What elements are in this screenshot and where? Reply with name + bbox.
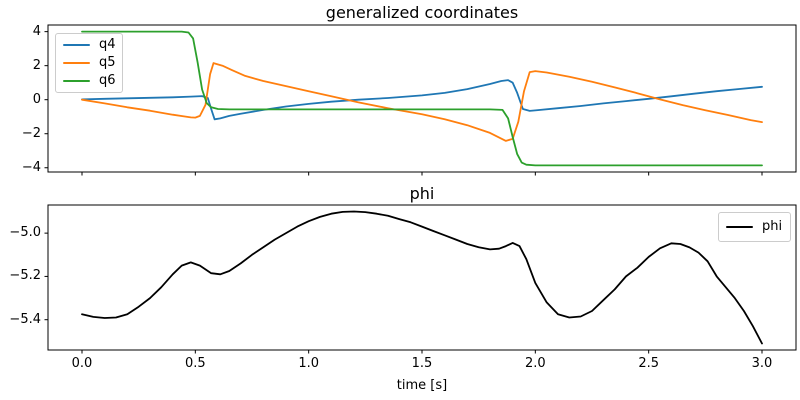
x-tick-label: 0.5: [184, 356, 206, 371]
series-line-phi: [81, 210, 763, 345]
x-tick-label: 2.5: [638, 356, 659, 371]
y-tick-label: −5.0: [9, 225, 41, 241]
x-tick-label: 1.5: [411, 356, 433, 371]
legend-entry-q4: q4: [63, 37, 116, 53]
bottom-chart-title: phi: [409, 184, 435, 203]
y-tick-label: 0: [32, 91, 41, 107]
y-tick-label: −5.4: [9, 311, 41, 327]
y-tick-label: −4: [21, 159, 41, 175]
x-tick-label: 0.0: [71, 356, 93, 371]
legend-label-q4: q4: [99, 37, 116, 52]
y-tick-label: 2: [32, 57, 41, 73]
legend-entry-q6: q6: [63, 73, 116, 89]
legend-line-sample-q4: [63, 44, 90, 46]
y-tick-label: −5.2: [9, 268, 41, 284]
x-tick-label: 3.0: [751, 356, 773, 371]
x-axis-label: time [s]: [396, 378, 448, 393]
series-line-q5: [81, 62, 763, 142]
legend-label-phi: phi: [762, 219, 783, 234]
legend-line-sample-q5: [63, 62, 90, 64]
x-tick-label: 1.0: [298, 356, 319, 371]
legend-label-q6: q6: [99, 73, 116, 88]
axes-spines: [47, 24, 797, 173]
top-chart-title: generalized coordinates: [325, 3, 519, 22]
x-tick-label: 2.0: [524, 356, 546, 371]
y-tick-label: −2: [21, 125, 41, 141]
legend-line-sample-q6: [63, 80, 90, 82]
legend-entry-phi: phi: [726, 219, 784, 235]
y-tick-label: 4: [32, 23, 41, 39]
series-line-q6: [81, 30, 763, 167]
legend-line-sample-phi: [726, 226, 753, 228]
legend-entry-q5: q5: [63, 55, 116, 71]
bottom-chart-legend: phi: [718, 212, 791, 242]
top-chart-legend: q4 q5 q6: [55, 33, 123, 93]
axes-spines: [47, 204, 797, 351]
legend-label-q5: q5: [99, 55, 116, 70]
